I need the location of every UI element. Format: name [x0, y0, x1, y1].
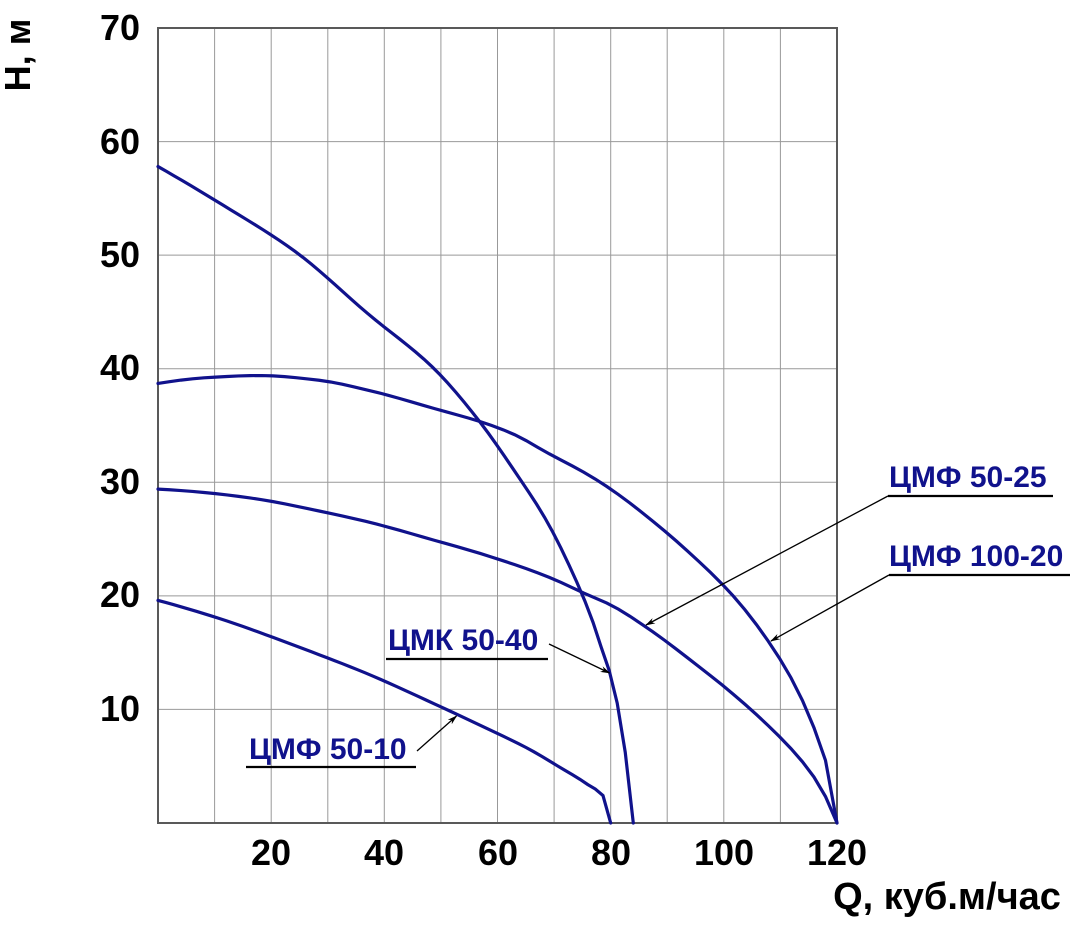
svg-text:Q, куб.м/час: Q, куб.м/час — [833, 876, 1061, 918]
svg-text:70: 70 — [100, 7, 140, 48]
svg-text:120: 120 — [807, 832, 867, 873]
svg-text:60: 60 — [100, 121, 140, 162]
svg-text:30: 30 — [100, 461, 140, 502]
svg-text:ЦМФ 50-25: ЦМФ 50-25 — [889, 461, 1047, 494]
svg-text:ЦМФ 50-10: ЦМФ 50-10 — [249, 733, 407, 766]
svg-text:20: 20 — [251, 832, 291, 873]
svg-text:80: 80 — [591, 832, 631, 873]
svg-text:100: 100 — [694, 832, 754, 873]
svg-text:10: 10 — [100, 688, 140, 729]
svg-text:40: 40 — [364, 832, 404, 873]
svg-text:40: 40 — [100, 347, 140, 388]
svg-text:50: 50 — [100, 234, 140, 275]
svg-text:60: 60 — [478, 832, 518, 873]
svg-text:H, м: H, м — [0, 19, 38, 92]
svg-text:ЦМФ 100-20: ЦМФ 100-20 — [889, 540, 1063, 573]
svg-text:ЦМК 50-40: ЦМК 50-40 — [388, 624, 538, 657]
svg-text:20: 20 — [100, 574, 140, 615]
